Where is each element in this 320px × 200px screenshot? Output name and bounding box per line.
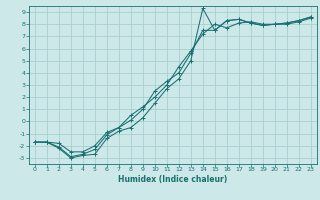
X-axis label: Humidex (Indice chaleur): Humidex (Indice chaleur) <box>118 175 228 184</box>
